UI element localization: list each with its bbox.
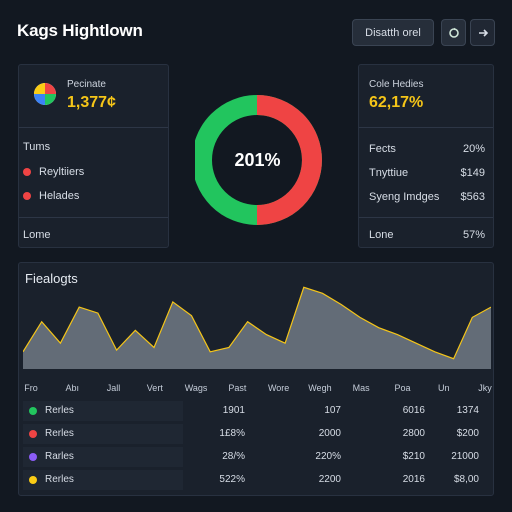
refresh-button[interactable] [441,19,466,46]
x-axis-label: Past [228,383,247,393]
row-name: Rerles [45,405,74,416]
series-dot-icon [29,429,37,438]
primary-action-button[interactable]: Disatth orel [352,19,434,46]
x-axis-label: Fro [24,383,38,393]
kpi-right-value: 62,17% [369,94,424,111]
x-axis-label: Wore [267,383,290,393]
right-row-1: Tnyttiue $149 [369,167,485,179]
row-name: Rerles [45,428,74,439]
left-row-label: Tums [23,141,51,153]
x-axis-label: Abı [65,383,80,393]
donut-svg [192,95,322,225]
area-chart-card: Fiealogts Fro Abı Jall Vert Wags Past Wore Wegh… [18,262,494,496]
kpi-left-value: 1,377¢ [67,94,116,111]
series-dot-icon [29,475,37,484]
x-axis-label: Mas [352,383,370,393]
left-row-3: Lome [23,229,51,241]
table-row[interactable]: Rerles 1901 107 6016 1374 [23,401,489,421]
arrow-icon [478,28,488,37]
forward-button[interactable] [470,19,495,46]
row-value-1: 522% [219,474,245,485]
right-row-label: Fects [369,143,396,155]
row-value-2: 2200 [318,474,341,485]
refresh-icon [448,27,459,38]
donut-center-label: 201% [234,149,281,170]
pie-logo-icon [34,83,56,105]
row-value-3: 6016 [402,405,425,416]
right-row-value: $563 [460,191,485,203]
table-row[interactable]: Rarles 28/% 220% $210 21000 [23,447,489,467]
x-axis-label: Un [437,383,450,393]
right-row-2: Syeng Imdges $563 [369,191,485,203]
left-row-2[interactable]: Helades [23,190,79,202]
left-row-label: Reyltiiers [39,166,85,178]
donut-red-segment [256,95,322,225]
donut-chart: 201% [192,80,340,240]
right-row-value: 20% [462,143,485,155]
left-row-label: Lome [23,229,51,241]
row-value-2: 220% [315,451,341,462]
kpi-card-left: Pecinate 1,377¢ Tums Reyltiiers Helades … [18,64,169,248]
row-name: Rerles [45,474,74,485]
row-value-1: 28/% [222,451,245,462]
right-row-value: $149 [460,167,485,179]
x-axis-label: Poa [394,383,411,393]
row-value-2: 2000 [318,428,341,439]
series-dot-icon [29,452,37,461]
x-axis-label: Vert [146,383,163,393]
status-dot-icon [23,192,31,200]
series-dot-icon [29,406,37,415]
row-value-4: 1374 [456,405,479,416]
left-row-0: Tums [23,141,50,153]
status-dot-icon [23,168,31,176]
row-value-4: $8,00 [453,474,479,485]
x-axis-labels: Fro Abı Jall Vert Wags Past Wore Wegh Mas Poa Un Jk… [24,383,492,397]
app-title: Kags Hightlown [17,21,143,40]
kpi-right-label: Cole Hedies [369,79,424,90]
row-name: Rarles [45,451,74,462]
x-axis-label: Jall [106,383,121,393]
row-value-1: 1901 [222,405,245,416]
right-row-3: Lone 57% [369,229,485,241]
right-row-0: Fects 20% [369,143,485,155]
area-chart-title: Fiealogts [25,271,78,286]
left-row-1[interactable]: Reyltiiers [23,166,84,178]
area-chart [23,286,491,369]
x-axis-label: Wegh [308,383,332,393]
table-row[interactable]: Rerles 1£8% 2000 2800 $200 [23,424,489,444]
kpi-card-right: Cole Hedies 62,17% Fects 20% Tnyttiue $1… [358,64,494,248]
left-row-label: Helades [39,190,80,202]
right-row-label: Lone [369,229,394,241]
row-value-3: 2800 [402,428,425,439]
x-axis-label: Wags [184,383,208,393]
right-row-label: Syeng Imdges [369,191,440,203]
x-axis-label: Jky [478,383,492,393]
kpi-left-label: Pecinate [67,79,106,90]
area-line [23,286,491,360]
row-value-3: $210 [402,451,425,462]
table-row[interactable]: Rerles 522% 2200 2016 $8,00 [23,470,489,490]
row-value-2: 107 [324,405,341,416]
row-value-4: 21000 [451,451,479,462]
area-fill [23,287,491,369]
row-value-4: $200 [456,428,479,439]
right-row-value: 57% [462,229,485,241]
row-value-1: 1£8% [219,428,245,439]
row-value-3: 2016 [402,474,425,485]
right-row-label: Tnyttiue [369,167,409,179]
